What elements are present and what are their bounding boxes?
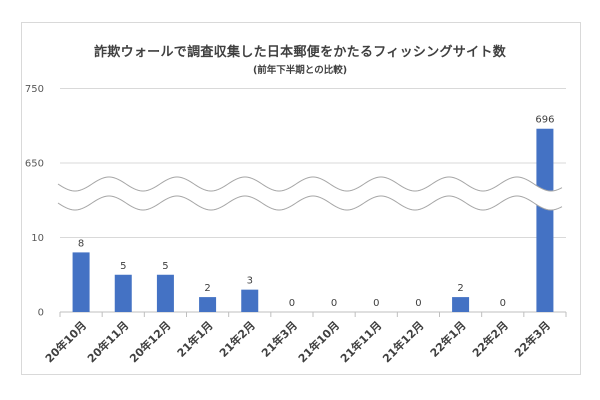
x-tick-label: 20年12月 (126, 318, 173, 365)
data-label: 2 (457, 283, 463, 294)
chart-title: 詐欺ウォールで調査収集した日本郵便をかたるフィッシングサイト数 (93, 45, 507, 60)
bar (72, 252, 90, 312)
data-label: 8 (78, 238, 84, 249)
y-tick-label: 0 (38, 308, 44, 319)
x-tick-label: 21年11月 (337, 318, 384, 365)
data-label: 0 (415, 298, 421, 309)
data-label: 5 (120, 261, 126, 272)
axis-break-line-top (57, 176, 563, 192)
x-tick-label: 21年2月 (216, 318, 258, 360)
gridlines (59, 88, 567, 317)
data-labels: 8 5 5 2 3 0 0 0 0 2 0 696 (78, 115, 555, 309)
bar (536, 128, 554, 312)
axis-break (57, 176, 563, 211)
x-tick-label: 22年3月 (511, 318, 553, 360)
bar (199, 297, 217, 312)
bar (241, 289, 259, 312)
x-tick-label: 21年1月 (174, 318, 216, 360)
axis-break-line-bottom (57, 195, 563, 211)
chart-subtitle: (前年下半期との比較) (252, 65, 348, 76)
data-label: 0 (500, 298, 506, 309)
x-tick-label: 21年10月 (295, 318, 342, 365)
y-tick-label: 650 (25, 159, 44, 170)
data-label: 2 (204, 283, 210, 294)
y-tick-label: 10 (31, 233, 44, 244)
y-tick-label: 750 (25, 84, 44, 95)
y-axis-ticks: 0 10 650 750 (25, 84, 44, 319)
bar (452, 297, 470, 312)
bar (156, 274, 174, 312)
data-label: 0 (373, 298, 379, 309)
data-label: 696 (535, 115, 554, 126)
x-tick-label: 21年3月 (258, 318, 300, 360)
x-tick-label: 20年10月 (42, 318, 89, 365)
bars (72, 128, 554, 312)
axis-break-band (58, 177, 562, 210)
data-label: 0 (289, 298, 295, 309)
data-label: 3 (247, 276, 253, 287)
x-tick-label: 21年12月 (379, 318, 426, 365)
data-label: 0 (331, 298, 337, 309)
x-tick-label: 22年2月 (469, 318, 511, 360)
x-tick-label: 22年1月 (427, 318, 469, 360)
x-tick-label: 20年11月 (84, 318, 131, 365)
bar (114, 274, 132, 312)
data-label: 5 (162, 261, 168, 272)
